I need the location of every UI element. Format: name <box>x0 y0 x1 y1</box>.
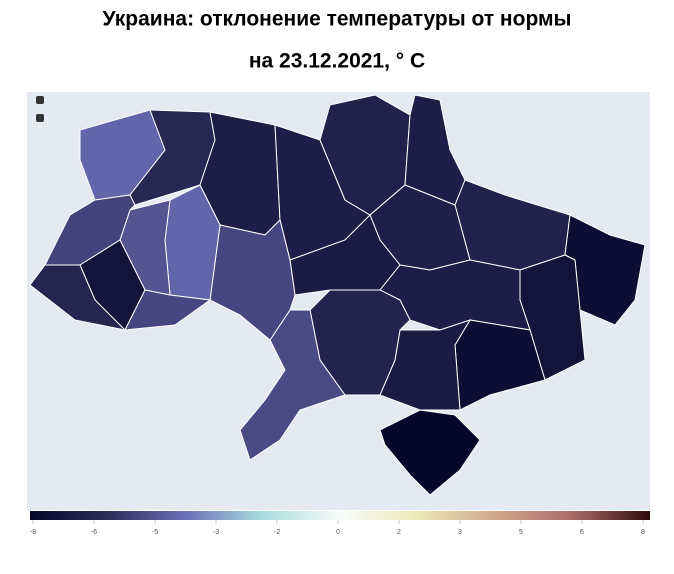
region <box>124 289 212 331</box>
colorbar-tick-label: -3 <box>213 529 219 536</box>
region <box>209 219 296 341</box>
title-line: на 23.12.2021, ° C <box>249 50 425 73</box>
colorbar-tick-label: -8 <box>30 529 36 536</box>
region <box>379 409 481 496</box>
colorbar-tick-label: 0 <box>336 529 340 536</box>
colorbar-tick-label: 8 <box>641 529 645 536</box>
title-line: Украина: отклонение температуры от нормы <box>103 8 572 31</box>
region <box>239 309 346 461</box>
colorbar-tick-label: -2 <box>274 529 280 536</box>
map-control[interactable] <box>36 96 44 104</box>
region <box>29 264 127 331</box>
colorbar-tick-label: -6 <box>91 529 97 536</box>
colorbar-tick-label: 6 <box>580 529 584 536</box>
colorbar-tick-label: -5 <box>152 529 158 536</box>
colorbar-tick-label: 5 <box>519 529 523 536</box>
colorbar <box>30 511 650 520</box>
colorbar-tick-label: 2 <box>397 529 401 536</box>
colorbar-tick-label: 3 <box>458 529 462 536</box>
map-control[interactable] <box>36 114 44 122</box>
